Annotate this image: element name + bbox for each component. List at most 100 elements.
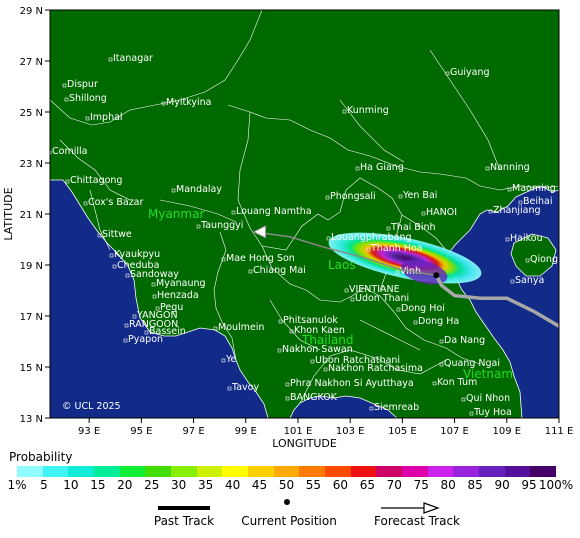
city-marker	[125, 273, 130, 278]
colorbar-segment	[299, 466, 326, 477]
past-track-line	[434, 274, 559, 328]
city-label: Pegu	[160, 302, 183, 313]
legend-tick-label: 50	[278, 478, 295, 492]
colorbar-segment	[119, 466, 146, 477]
city-marker	[369, 406, 374, 411]
city-label: Khon Kaen	[294, 325, 345, 336]
colorbar-segment	[530, 466, 557, 477]
city-marker	[50, 150, 52, 155]
colorbar-segment	[145, 466, 172, 477]
city-label: Mandalay	[176, 184, 222, 195]
colorbar-segment	[94, 466, 120, 477]
city-label: Tuy Hoa	[473, 407, 512, 418]
city-marker	[355, 166, 360, 171]
lat-tick-label: 15 N	[20, 363, 43, 374]
legend-title: Probability	[9, 450, 73, 464]
country-label: Thailand	[301, 333, 354, 347]
city-marker	[366, 247, 371, 252]
lon-tick-label: 107 E	[440, 426, 469, 437]
city-label: Henzada	[157, 290, 199, 301]
legend-tick-label: 5	[40, 478, 48, 492]
city-marker	[461, 397, 466, 402]
city-label: Chittagong	[70, 175, 122, 186]
forecast-track-key-arrowhead	[423, 502, 440, 514]
city-label: Itanagar	[113, 53, 153, 64]
city-label: Da Nang	[444, 335, 485, 346]
colorbar-segment	[402, 466, 428, 477]
colorbar-segment	[273, 466, 300, 477]
copyright-notice: © UCL 2025	[62, 401, 121, 412]
lon-tick-label: 99 E	[235, 426, 257, 437]
city-marker	[518, 200, 523, 205]
lat-tick-label: 23 N	[20, 159, 43, 170]
city-marker	[469, 411, 474, 416]
admin-boundaries	[50, 10, 559, 404]
city-label: Ha Giang	[360, 162, 404, 173]
lon-tick-label: 103 E	[336, 426, 365, 437]
lat-tick-label: 25 N	[20, 108, 43, 119]
city-marker	[285, 396, 290, 401]
city-label: Tavoy	[231, 382, 259, 393]
city-marker	[395, 270, 400, 275]
city-label: Quang Ngai	[444, 358, 500, 369]
city-marker	[398, 194, 403, 199]
legend-tick-label: 65	[359, 478, 375, 492]
forecast-track-line	[253, 231, 437, 276]
city-marker	[386, 226, 391, 231]
city-marker	[325, 195, 330, 200]
city-label: Cheduba	[117, 260, 159, 271]
city-marker	[144, 330, 149, 335]
city-label: Haikou	[510, 233, 543, 244]
city-label: Phitsanulok	[283, 315, 338, 326]
city-marker	[505, 237, 510, 242]
lat-tick-label: 27 N	[20, 57, 43, 68]
city-label: Phongsali	[330, 191, 376, 202]
city-marker	[342, 109, 347, 114]
colorbar-segment	[222, 466, 249, 477]
city-marker	[124, 323, 129, 328]
lon-tick-label: 105 E	[388, 426, 417, 437]
colorbar-segment	[17, 466, 43, 477]
city-marker	[97, 233, 102, 238]
colorbar-segment	[350, 466, 377, 477]
lon-tick-label: 109 E	[492, 426, 521, 437]
city-marker	[85, 116, 90, 121]
city-marker	[155, 306, 160, 311]
lon-tick-label: 93 E	[78, 426, 100, 437]
city-marker	[323, 367, 328, 372]
colorbar-segment	[479, 466, 505, 477]
city-marker	[289, 329, 294, 334]
probability-core	[400, 259, 448, 285]
city-marker	[108, 57, 113, 62]
city-marker	[344, 288, 349, 293]
country-label: Laos	[328, 258, 356, 272]
city-marker	[109, 253, 114, 258]
city-label: Taunggyi	[200, 220, 243, 231]
city-marker	[285, 382, 290, 387]
legend-tick-label: 75	[413, 478, 429, 492]
city-label: Bassein	[149, 326, 186, 337]
city-label: Imphal	[90, 112, 123, 123]
city-label: Cox's Bazar	[88, 197, 144, 208]
city-marker	[227, 386, 232, 391]
city-marker	[326, 236, 331, 241]
colorbar-segment	[453, 466, 480, 477]
legend-tick-label: 70	[386, 478, 402, 492]
legend-tick-label: 95	[521, 478, 537, 492]
city-marker	[171, 188, 176, 193]
city-marker	[151, 282, 156, 287]
city-label: Kon Tum	[437, 377, 477, 388]
city-label: VIENTIANE	[349, 284, 400, 295]
city-label: Chiang Mai	[253, 265, 306, 276]
legend-tick-label: 15	[90, 478, 106, 492]
colorbar-segment	[325, 466, 351, 477]
city-label: Siemreab	[374, 402, 419, 413]
city-marker	[510, 279, 515, 284]
legend-tick-label: 55	[305, 478, 322, 492]
city-label: Dispur	[67, 79, 98, 90]
city-label: Myitkyina	[166, 97, 211, 108]
colorbar-segment	[504, 466, 531, 477]
y-axis-title: LATITUDE	[2, 187, 15, 240]
lat-tick-label: 29 N	[20, 6, 43, 17]
city-label: Nanning	[490, 162, 530, 173]
